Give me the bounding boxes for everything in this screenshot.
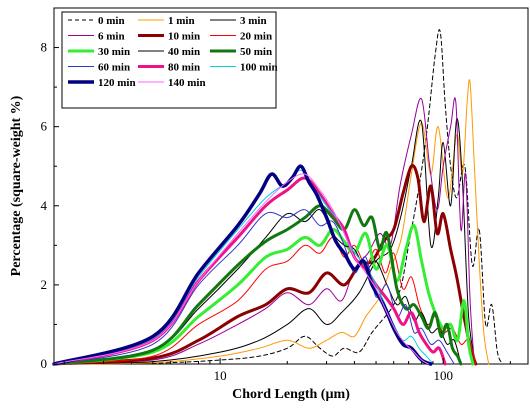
legend-label-50-min: 50 min [240,46,272,58]
series-line-1-min [53,79,490,365]
x-axis-title: Chord Length (µm) [232,387,350,402]
axes: 10 100 0 2 4 6 8 [41,40,511,383]
series-line-60-min [53,209,455,365]
legend-label-120-min: 120 min [98,77,136,89]
legend-label-1-min: 1 min [168,15,195,27]
legend-label-10-min: 10 min [168,31,200,43]
series-line-10-min [52,164,478,366]
series-line-140-min [53,173,430,365]
x-tick-label: 10 [214,368,227,383]
legend-label-6-min: 6 min [98,31,125,43]
series-group [52,29,504,366]
legend-label-40-min: 40 min [168,46,200,58]
y-tick-label: 6 [41,119,48,134]
plot-area [53,7,529,365]
y-tick-label: 8 [41,40,48,55]
legend-label-20-min: 20 min [240,31,272,43]
x-tick-label: 100 [433,368,453,383]
series-line-30-min [52,224,475,366]
legend-box [61,11,277,109]
plot-frame [53,7,529,365]
legend-label-140-min: 140 min [168,77,206,89]
legend-label-3-min: 3 min [240,15,267,27]
y-tick-label: 2 [41,277,48,292]
series-line-3-min [53,118,477,365]
series-line-120-min [52,164,433,366]
legend-label-30-min: 30 min [98,46,130,58]
legend-label-60-min: 60 min [98,62,130,74]
legend-label-100-min: 100 min [240,62,278,74]
y-tick-label: 4 [41,198,48,213]
series-line-50-min [52,204,463,366]
legend-label-0-min: 0 min [98,15,125,27]
legend-label-80-min: 80 min [168,62,200,74]
y-tick-label: 0 [41,356,48,371]
legend: 0 min 1 min 3 min 6 min 10 min 20 min 30 min 40… [61,11,278,109]
y-axis-title: Percentage (square-weight %) [9,95,24,276]
